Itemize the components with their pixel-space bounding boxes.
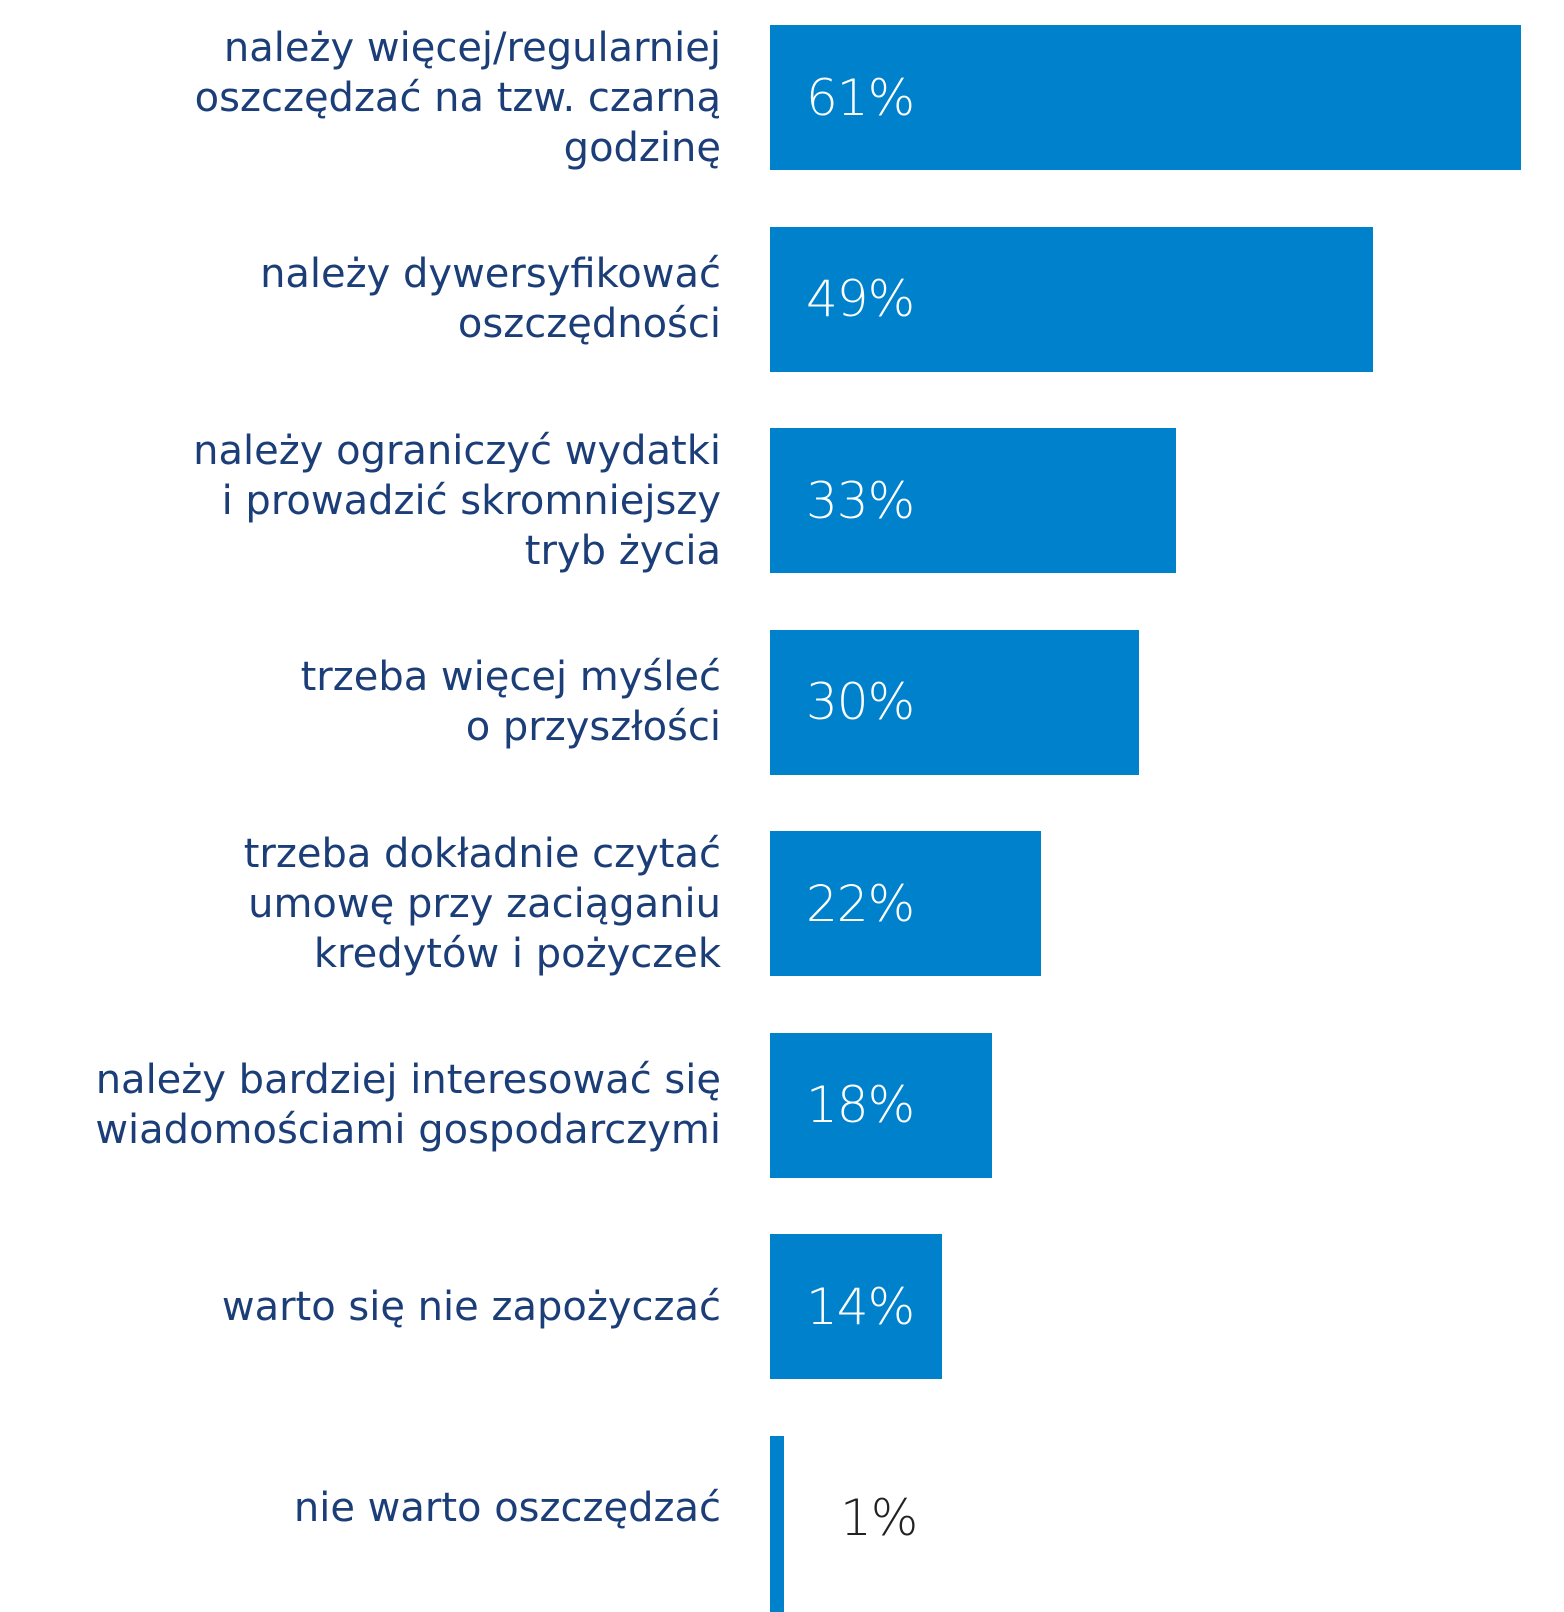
bar <box>770 25 1521 170</box>
bar <box>770 629 1139 775</box>
bar <box>770 1032 992 1178</box>
category-label: należy dywersyfikować oszczędności <box>260 251 721 347</box>
value-label: 22% <box>806 874 915 933</box>
category-label: trzeba więcej myśleć o przyszłości <box>300 654 721 750</box>
bar <box>770 226 1373 372</box>
bar <box>770 428 1176 573</box>
category-label: należy bardziej interesować się wiadomoś… <box>95 1057 721 1153</box>
category-label: należy ograniczyć wydatki i prowadzić sk… <box>193 427 721 574</box>
value-label: 14% <box>806 1277 915 1336</box>
value-label: 1% <box>840 1489 918 1547</box>
value-label: 49% <box>806 270 915 328</box>
category-label: nie warto oszczędzać <box>293 1485 721 1531</box>
bar <box>770 1435 784 1612</box>
category-label: warto się nie zapożyczać <box>221 1283 721 1330</box>
category-label: trzeba dokładnie czytać umowę przy zacią… <box>243 830 721 977</box>
value-label: 33% <box>806 471 915 530</box>
bar <box>770 831 1041 976</box>
category-label: należy więcej/regularniej oszczędzać na … <box>194 24 721 171</box>
bar <box>770 1234 942 1379</box>
value-label: 30% <box>806 673 915 731</box>
value-label: 61% <box>806 68 915 127</box>
value-label: 18% <box>806 1076 915 1134</box>
